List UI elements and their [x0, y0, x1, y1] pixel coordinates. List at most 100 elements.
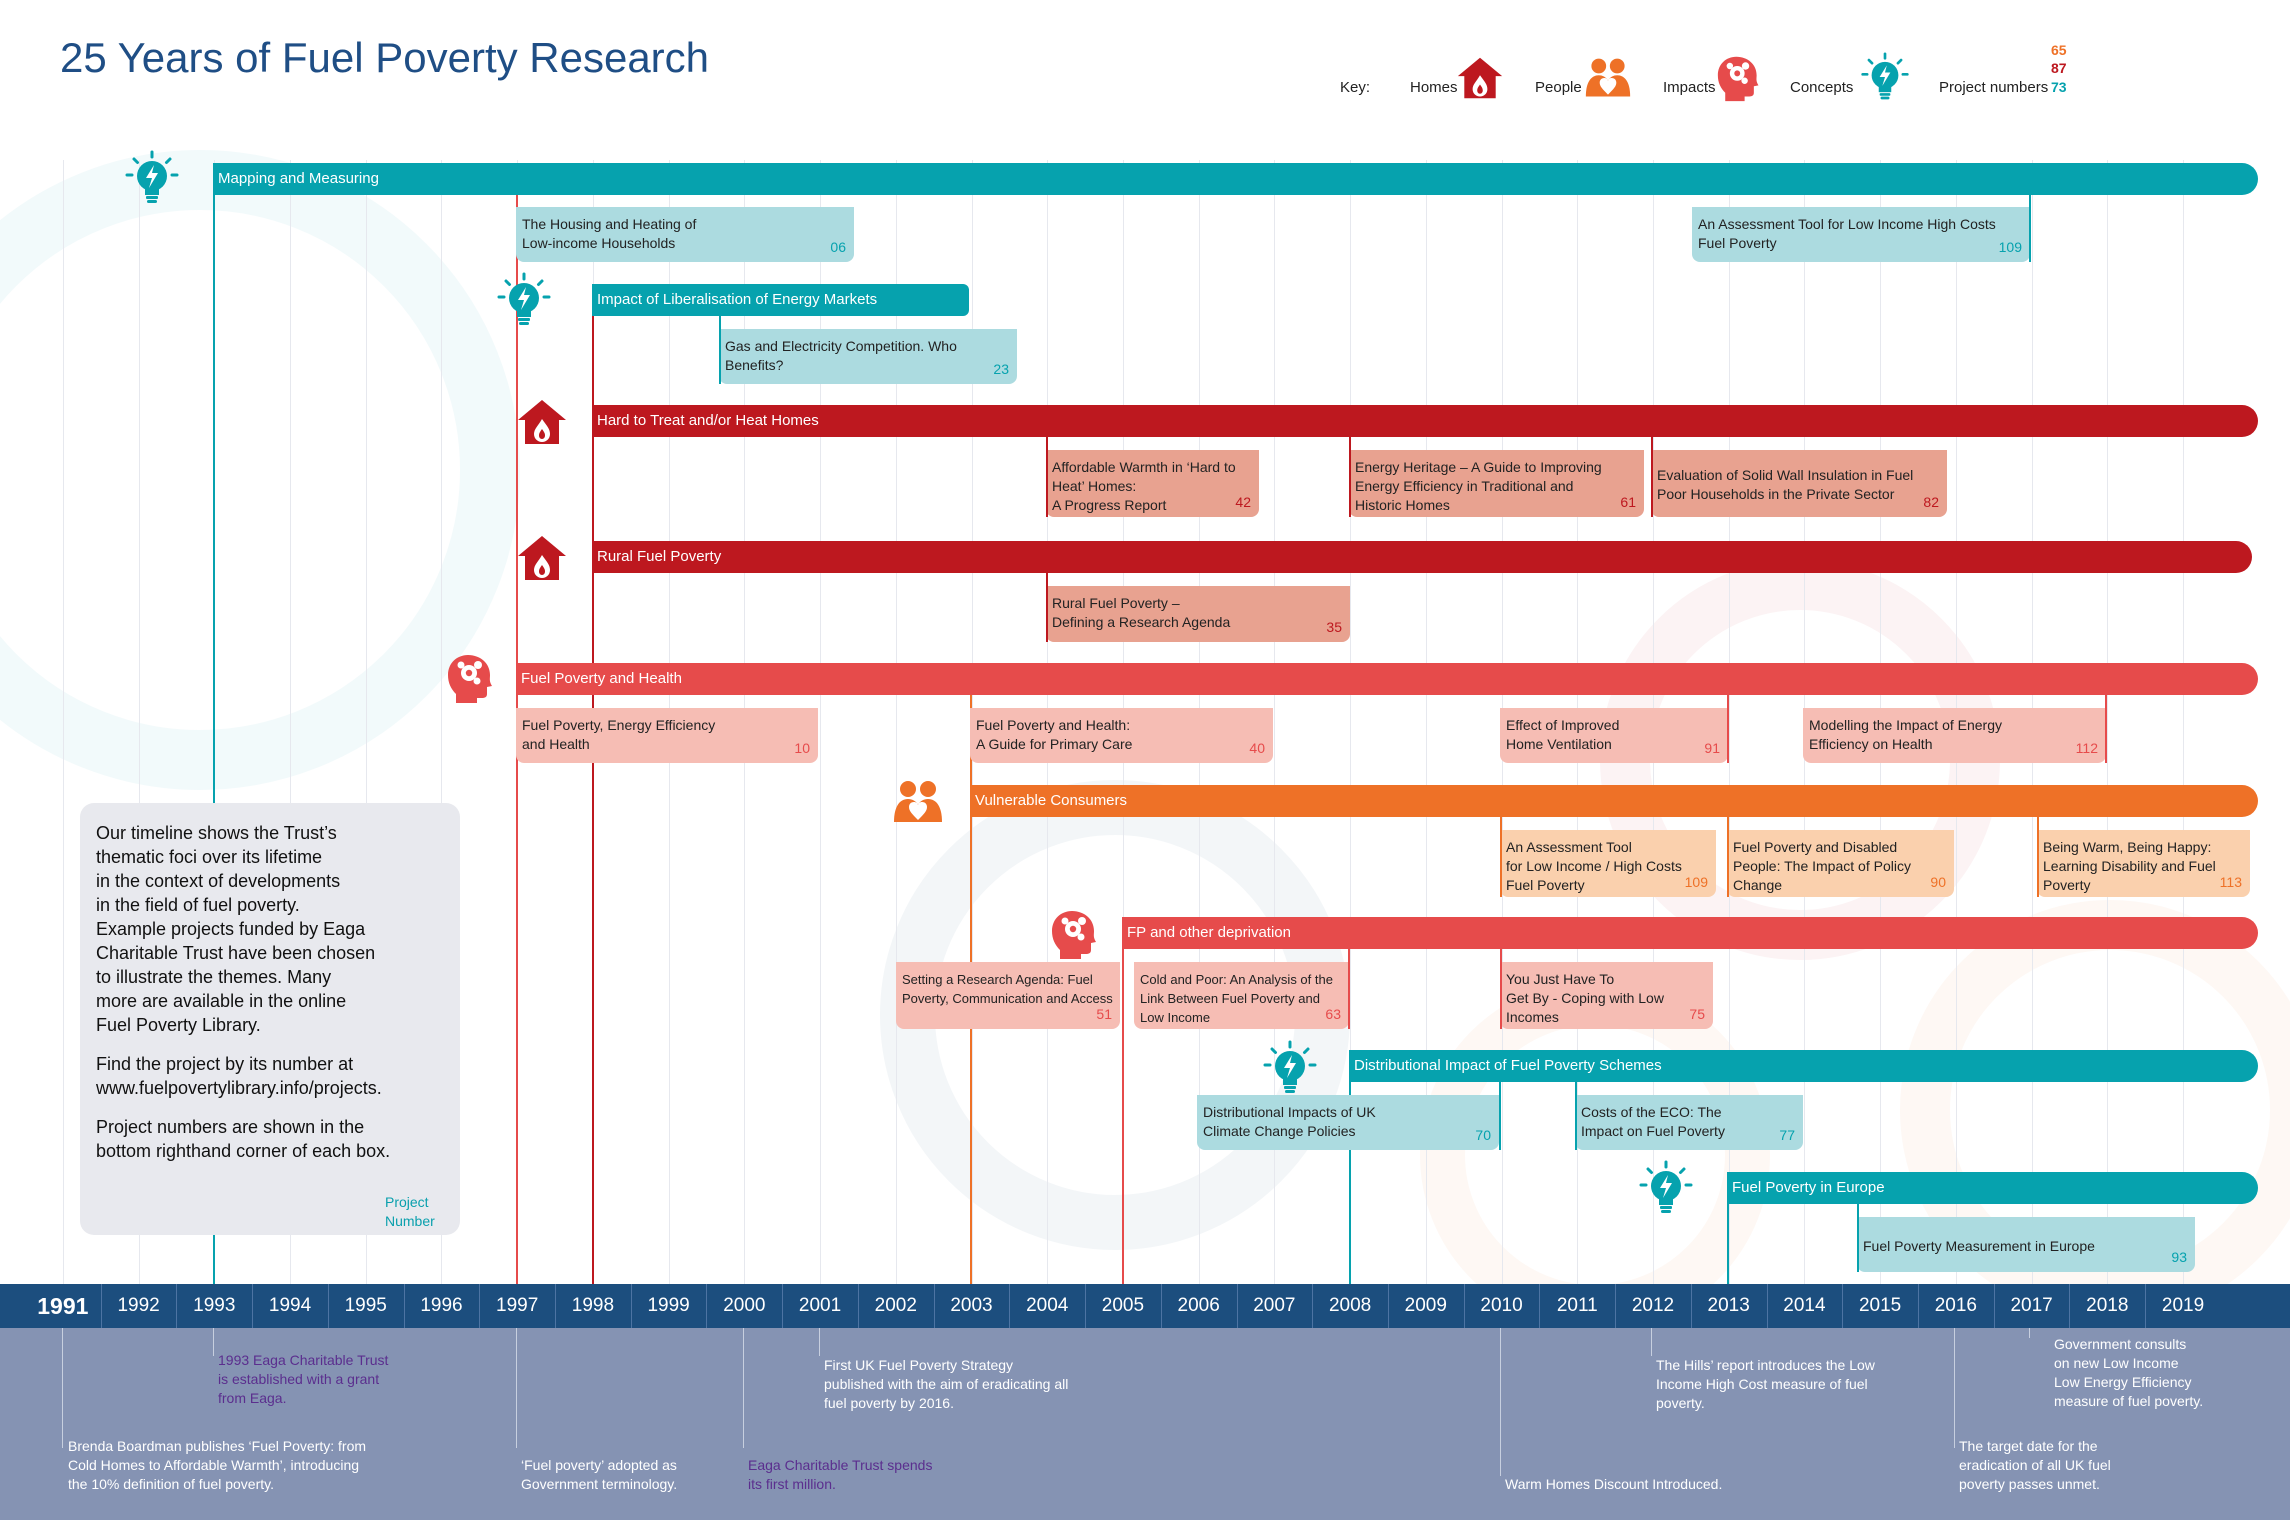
project-end-marker	[1727, 695, 1729, 763]
year-separator	[479, 1284, 481, 1328]
year-gridline	[62, 160, 64, 1285]
year-gridline	[2183, 160, 2185, 1285]
event-line	[819, 1328, 820, 1356]
project-end-marker	[2105, 695, 2107, 763]
year-label: 2011	[1556, 1295, 1598, 1316]
project-number: 82	[1923, 494, 1939, 510]
project-title: Costs of the ECO: The Impact on Fuel Pov…	[1581, 1104, 1725, 1139]
year-label: 2006	[1177, 1295, 1220, 1316]
year-gridline	[441, 160, 443, 1285]
year-separator	[706, 1284, 708, 1328]
theme-bar-distributional-impact: Distributional Impact of Fuel Poverty Sc…	[1349, 1050, 2258, 1082]
event-text: The Hills’ report introduces the Low Inc…	[1656, 1357, 1875, 1411]
project-number: 40	[1249, 740, 1265, 756]
project-title: Energy Heritage – A Guide to Improving E…	[1355, 459, 1602, 513]
project-start-marker	[719, 316, 721, 384]
project-number: 10	[794, 740, 810, 756]
project-start-marker	[1500, 949, 1502, 1029]
year-label: 1997	[496, 1295, 539, 1316]
year-label: 1993	[193, 1295, 236, 1316]
event-line	[516, 1328, 517, 1448]
project-title: Fuel Poverty and Health: A Guide for Pri…	[976, 717, 1133, 752]
project-start-marker	[1575, 1082, 1577, 1150]
project-number: 35	[1326, 619, 1342, 635]
year-separator	[782, 1284, 784, 1328]
project-box: Affordable Warmth in ‘Hard to Heat’ Home…	[1046, 450, 1259, 517]
key-label: Key:	[1340, 79, 1371, 96]
theme-connector	[1122, 949, 1124, 1284]
year-separator	[1009, 1284, 1011, 1328]
theme-bar-liberalisation: Impact of Liberalisation of Energy Marke…	[592, 284, 969, 316]
year-label: 2008	[1328, 1295, 1372, 1316]
year-separator	[1690, 1284, 1692, 1328]
project-number: 75	[1689, 1006, 1705, 1022]
year-separator	[1236, 1284, 1238, 1328]
project-title: You Just Have To Get By - Coping with Lo…	[1506, 971, 1664, 1025]
year-gridline	[138, 160, 140, 1285]
lightbulb-icon	[496, 272, 551, 325]
project-box: The Housing and Heating of Low-income Ho…	[516, 207, 854, 262]
year-separator	[555, 1284, 557, 1328]
year-label: 1991	[37, 1293, 89, 1319]
project-number: 113	[2219, 874, 2242, 890]
project-title: Fuel Poverty, Energy Efficiency and Heal…	[522, 717, 716, 752]
event-text: Warm Homes Discount Introduced.	[1505, 1476, 1723, 1492]
year-separator	[252, 1284, 254, 1328]
lightbulb-icon	[124, 150, 179, 203]
lightbulb-icon	[1860, 52, 1912, 104]
year-label: 1999	[647, 1295, 690, 1316]
key-project-numbers-label: Project numbers	[1939, 79, 2049, 96]
year-separator	[1387, 1284, 1389, 1328]
project-number: 42	[1235, 494, 1251, 510]
project-number: 70	[1475, 1127, 1491, 1143]
year-separator	[630, 1284, 632, 1328]
project-title: Being Warm, Being Happy: Learning Disabi…	[2043, 839, 2216, 893]
project-end-marker	[1499, 1082, 1501, 1150]
project-start-marker	[1046, 437, 1048, 517]
events-band	[0, 1328, 2290, 1520]
project-box: Setting a Research Agenda: Fuel Poverty,…	[896, 962, 1120, 1029]
project-end-marker	[1348, 949, 1350, 1029]
key-project-number-example: 65	[2051, 42, 2067, 58]
project-box: Distributional Impacts of UK Climate Cha…	[1197, 1095, 1499, 1150]
year-label: 2018	[2086, 1295, 2129, 1316]
year-label: 1998	[571, 1295, 615, 1316]
year-gridline	[2107, 160, 2109, 1285]
project-title: An Assessment Tool for Low Income / High…	[1506, 839, 1682, 893]
year-separator	[1085, 1284, 1087, 1328]
year-separator	[327, 1284, 329, 1328]
year-label: 2007	[1253, 1295, 1296, 1316]
year-label: 2000	[723, 1295, 766, 1316]
project-box: Fuel Poverty Measurement in Europe 93	[1857, 1217, 2195, 1272]
year-label: 2016	[1934, 1295, 1977, 1316]
project-title: Affordable Warmth in ‘Hard to Heat’ Home…	[1052, 459, 1236, 513]
year-label: 2012	[1631, 1295, 1675, 1316]
year-label: 1994	[268, 1295, 312, 1316]
house-icon	[1456, 54, 1508, 106]
project-number: 109	[1684, 874, 1708, 890]
year-separator	[1766, 1284, 1768, 1328]
event-text: Government consults on new Low Income Lo…	[2054, 1336, 2204, 1409]
project-title: Modelling the Impact of Energy Efficienc…	[1809, 717, 2002, 752]
project-box: Gas and Electricity Competition. Who Ben…	[719, 329, 1017, 384]
year-separator	[1918, 1284, 1919, 1328]
project-start-marker	[1651, 437, 1653, 517]
year-separator	[403, 1284, 405, 1328]
project-number: 63	[1325, 1006, 1341, 1022]
project-title: Effect of Improved Home Ventilation	[1506, 717, 1620, 752]
year-separator	[1312, 1284, 1314, 1328]
people-icon	[890, 776, 942, 828]
event-text: First UK Fuel Poverty Strategy published…	[824, 1357, 1069, 1411]
event-line	[62, 1328, 63, 1448]
project-start-marker	[1349, 437, 1351, 517]
theme-connector	[592, 316, 594, 1284]
key-people-label: People	[1535, 79, 1582, 96]
year-label: 2003	[950, 1295, 993, 1316]
project-box: Cold and Poor: An Analysis of the Link B…	[1134, 962, 1349, 1029]
project-box: You Just Have To Get By - Coping with Lo…	[1500, 962, 1713, 1029]
theme-connector	[1727, 1172, 1729, 1284]
key-project-number-example: 73	[2051, 79, 2067, 95]
project-title: Cold and Poor: An Analysis of the Link B…	[1140, 972, 1333, 1025]
info-paragraph: Find the project by its number at www.fu…	[96, 1054, 382, 1098]
project-number: 93	[2171, 1249, 2187, 1265]
